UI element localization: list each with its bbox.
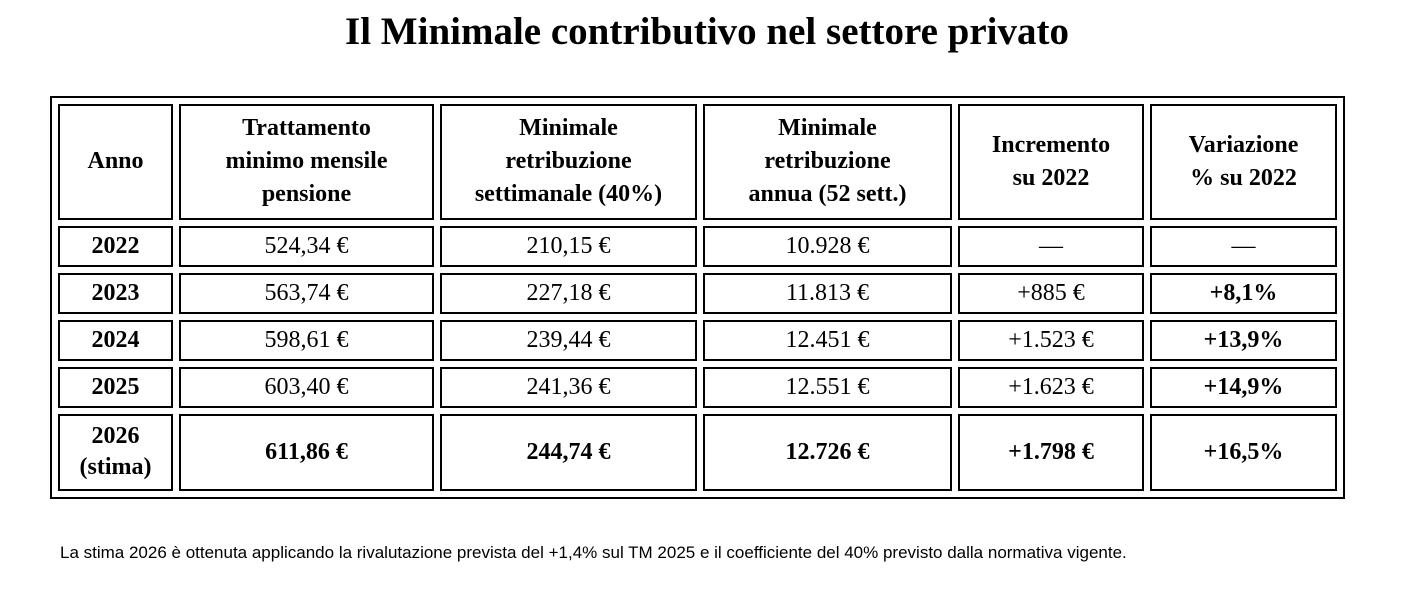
cell-annua: 11.813 €: [703, 272, 952, 314]
year-note: (stima): [79, 454, 152, 481]
cell-variazione: +8,1%: [1150, 272, 1337, 314]
header-line: retribuzione: [505, 148, 632, 175]
header-line: minimo mensile: [225, 148, 388, 175]
cell-incremento: +1.523 €: [958, 319, 1144, 361]
header-row: Anno Trattamento minimo mensile pensione…: [58, 103, 1337, 220]
cell-incremento: +885 €: [958, 272, 1144, 314]
cell-trattamento: 598,61 €: [179, 319, 434, 361]
cell-anno: 2024: [58, 319, 173, 361]
cell-variazione: +13,9%: [1150, 319, 1337, 361]
page-title: Il Minimale contributivo nel settore pri…: [345, 10, 1069, 53]
cell-anno: 2022: [58, 225, 173, 267]
cell-settimanale: 227,18 €: [440, 272, 697, 314]
header-line: Trattamento: [242, 115, 371, 142]
contributivo-table: Anno Trattamento minimo mensile pensione…: [50, 95, 1345, 499]
cell-incremento: +1.798 €: [958, 413, 1144, 491]
table-row-2026-stima: 2026 (stima) 611,86 € 244,74 € 12.726 € …: [58, 413, 1337, 491]
year-value: 2026: [91, 423, 140, 450]
header-line: su 2022: [1012, 164, 1090, 191]
header-line: Minimale: [778, 115, 877, 142]
column-header-anno: Anno: [58, 103, 173, 220]
cell-annua: 12.451 €: [703, 319, 952, 361]
cell-anno: 2026 (stima): [58, 413, 173, 491]
cell-settimanale: 210,15 €: [440, 225, 697, 267]
column-header-trattamento: Trattamento minimo mensile pensione: [179, 103, 434, 220]
footnote: La stima 2026 è ottenuta applicando la r…: [60, 542, 1127, 562]
header-line: pensione: [261, 181, 352, 208]
cell-trattamento: 603,40 €: [179, 366, 434, 408]
table-row-2024: 2024 598,61 € 239,44 € 12.451 € +1.523 €…: [58, 319, 1337, 361]
header-line: Anno: [87, 148, 144, 175]
column-header-settimanale: Minimale retribuzione settimanale (40%): [440, 103, 697, 220]
cell-settimanale: 244,74 €: [440, 413, 697, 491]
cell-variazione: +14,9%: [1150, 366, 1337, 408]
cell-anno: 2025: [58, 366, 173, 408]
cell-settimanale: 239,44 €: [440, 319, 697, 361]
cell-variazione: +16,5%: [1150, 413, 1337, 491]
table-row-2025: 2025 603,40 € 241,36 € 12.551 € +1.623 €…: [58, 366, 1337, 408]
header-line: retribuzione: [764, 148, 891, 175]
header-line: Variazione: [1188, 131, 1299, 158]
header-line: annua (52 sett.): [748, 181, 907, 208]
cell-annua: 10.928 €: [703, 225, 952, 267]
header-line: Minimale: [519, 115, 618, 142]
cell-annua: 12.726 €: [703, 413, 952, 491]
table-row-2023: 2023 563,74 € 227,18 € 11.813 € +885 € +…: [58, 272, 1337, 314]
column-header-annua: Minimale retribuzione annua (52 sett.): [703, 103, 952, 220]
cell-incremento: +1.623 €: [958, 366, 1144, 408]
column-header-variazione: Variazione % su 2022: [1150, 103, 1337, 220]
header-line: settimanale (40%): [474, 181, 663, 208]
cell-settimanale: 241,36 €: [440, 366, 697, 408]
cell-trattamento: 524,34 €: [179, 225, 434, 267]
cell-anno: 2023: [58, 272, 173, 314]
table-row-2022: 2022 524,34 € 210,15 € 10.928 € — —: [58, 225, 1337, 267]
cell-variazione: —: [1150, 225, 1337, 267]
header-line: % su 2022: [1190, 164, 1297, 191]
header-line: Incremento: [991, 131, 1111, 158]
cell-annua: 12.551 €: [703, 366, 952, 408]
cell-trattamento: 563,74 €: [179, 272, 434, 314]
column-header-incremento: Incremento su 2022: [958, 103, 1144, 220]
cell-trattamento: 611,86 €: [179, 413, 434, 491]
cell-incremento: —: [958, 225, 1144, 267]
